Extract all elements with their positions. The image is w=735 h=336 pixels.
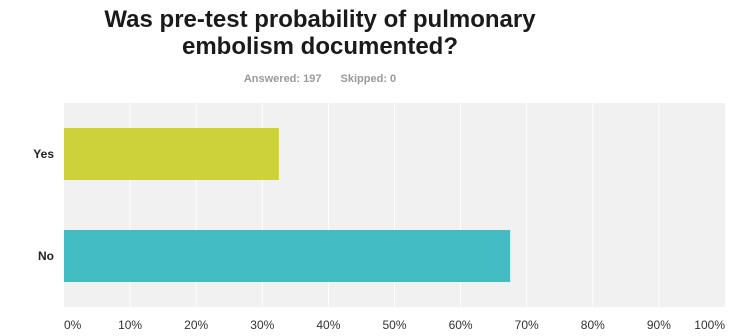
x-tick-label: 80% bbox=[581, 318, 605, 332]
chart-title: Was pre-test probability of pulmonary em… bbox=[20, 6, 620, 60]
x-tick-label: 10% bbox=[118, 318, 142, 332]
y-category-label: No bbox=[38, 249, 54, 263]
response-stats: Answered: 197 Skipped: 0 bbox=[0, 73, 640, 85]
x-tick-label: 50% bbox=[382, 318, 406, 332]
x-tick-label: 100% bbox=[694, 318, 725, 332]
x-tick-label: 60% bbox=[449, 318, 473, 332]
x-tick-label: 40% bbox=[316, 318, 340, 332]
x-tick-label: 30% bbox=[250, 318, 274, 332]
x-tick-label: 90% bbox=[647, 318, 671, 332]
x-tick-label: 0% bbox=[64, 318, 82, 332]
x-tick-label: 20% bbox=[184, 318, 208, 332]
x-tick-label: 70% bbox=[515, 318, 539, 332]
y-category-label: Yes bbox=[33, 147, 54, 161]
bar-yes bbox=[64, 128, 279, 180]
bar-no bbox=[64, 230, 511, 282]
title-line-1: Was pre-test probability of pulmonary bbox=[104, 6, 536, 33]
answered-count: Answered: 197 bbox=[243, 73, 322, 85]
skipped-count: Skipped: 0 bbox=[340, 73, 397, 85]
title-line-2: embolism documented? bbox=[181, 33, 459, 60]
